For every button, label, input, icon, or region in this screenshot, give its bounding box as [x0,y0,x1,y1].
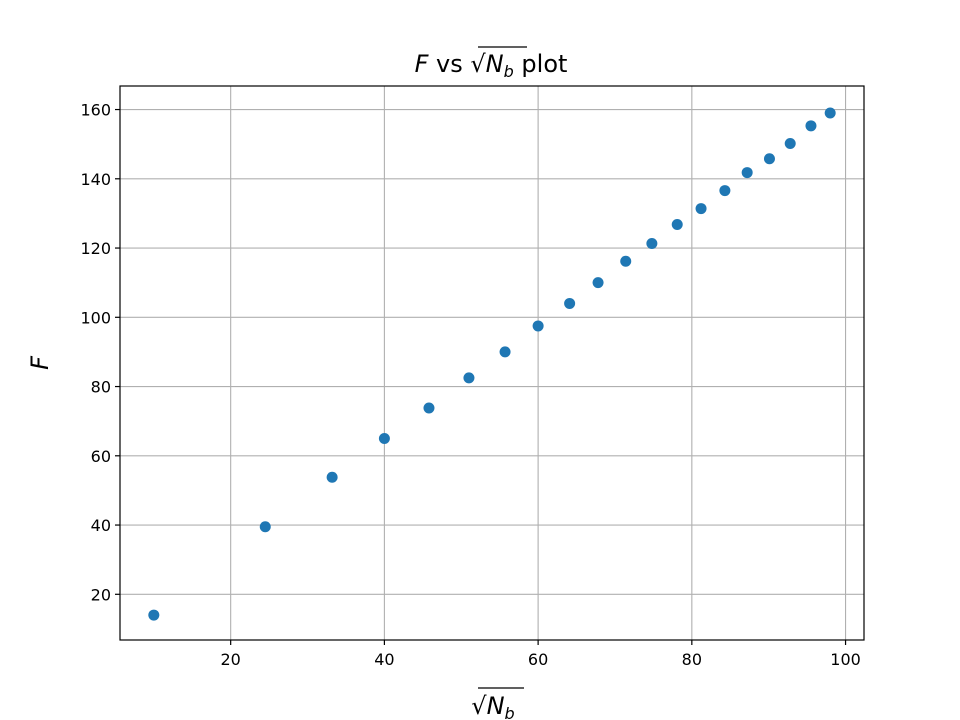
x-tick-label: 80 [682,650,702,669]
data-point [741,167,753,179]
xlabel-var-n: N [487,692,505,720]
title-var-n: N [486,50,504,78]
xlabel-sub-b: b [505,704,515,720]
data-point [719,185,731,197]
data-point [463,372,475,384]
y-axis-label: F [26,355,54,370]
title-sqrt-sign: √ [470,50,486,78]
y-tick-label: 80 [91,378,111,397]
data-point [423,402,435,414]
x-axis-label: √Nb [471,692,514,720]
y-tick-label: 40 [91,516,111,535]
data-point [564,297,576,309]
x-tick-label: 20 [220,650,240,669]
x-tick-label: 60 [528,650,548,669]
y-tick-label: 20 [91,585,111,604]
data-point [378,432,390,444]
data-point [259,521,271,533]
title-sub-b: b [504,62,514,81]
y-tick-label: 140 [80,170,111,189]
data-point [824,107,836,119]
plot-frame [119,85,865,641]
chart-title: F vs √Nb plot [415,50,568,81]
y-tick-label: 160 [80,101,111,120]
title-plot: plot [514,50,568,78]
axis-ticks: 20 40 60 80 100 20 40 60 80 100 120 140 160 [80,101,860,669]
data-point [532,320,544,332]
data-points [148,107,836,621]
x-tick-label: 40 [374,650,394,669]
data-point [671,219,683,230]
data-point [646,238,658,250]
title-var-f: F [415,50,430,78]
data-point [499,346,511,358]
data-point [805,120,817,132]
data-point [326,471,338,483]
y-tick-label: 100 [80,308,111,327]
data-point [763,153,775,165]
data-point [695,203,707,215]
data-point [620,255,632,267]
title-vs: vs [428,50,470,78]
xlabel-sqrt-sign: √ [471,692,487,720]
data-point [784,137,796,149]
x-tick-label: 100 [830,650,861,669]
y-tick-label: 120 [80,239,111,258]
data-point [148,609,160,621]
y-tick-label: 60 [91,447,111,466]
grid-lines [120,86,864,640]
data-point [592,277,604,289]
